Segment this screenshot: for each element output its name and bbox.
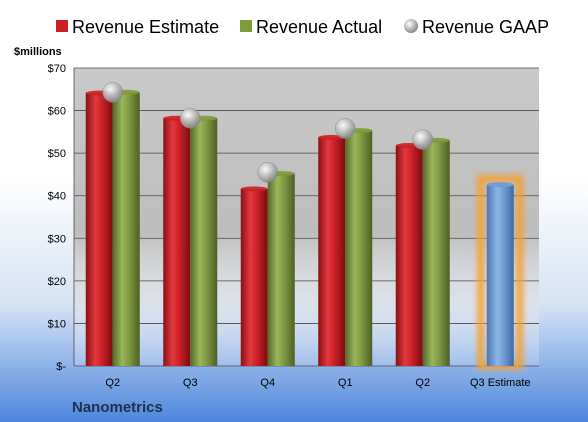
gaap-marker (335, 118, 356, 139)
bar-revenue-actual (190, 118, 218, 366)
y-axis-unit-label: $millions (14, 46, 62, 58)
x-tick-label: Q2 (415, 377, 430, 389)
y-tick-label: $40 (48, 191, 66, 203)
plot-area (74, 68, 539, 366)
bar-revenue-estimate (163, 118, 191, 366)
gridlines (73, 67, 539, 367)
x-tick-label: Q4 (260, 377, 275, 389)
bar-q3-estimate (486, 184, 514, 366)
x-tick-label: Q3 Estimate (470, 377, 531, 389)
bar-revenue-actual (267, 173, 295, 366)
gaap-markers (102, 82, 433, 183)
y-tick-label: $30 (48, 233, 66, 245)
gaap-marker (412, 129, 433, 150)
legend: Revenue Estimate Revenue Actual Revenue … (56, 17, 549, 37)
gaap-marker (257, 162, 278, 183)
x-axis-ticks: Q2 Q3 Q4 Q1 Q2 Q3 Estimate (105, 377, 530, 389)
bar-revenue-estimate (318, 137, 346, 366)
gaap-marker (180, 107, 201, 129)
bar-top-cap (240, 186, 268, 192)
y-axis-ticks: $- $10 $20 $30 $40 $50 $60 $70 (48, 63, 67, 373)
y-tick-label: $- (56, 361, 66, 373)
y-tick-label: $10 (48, 318, 66, 330)
bar-revenue-estimate (395, 145, 423, 366)
legend-label-estimate: Revenue Estimate (72, 17, 219, 37)
bars (85, 89, 524, 370)
bar-top-cap (486, 182, 514, 188)
company-name: Nanometrics (72, 399, 163, 416)
y-tick-label: $60 (48, 106, 66, 118)
x-tick-label: Q3 (183, 377, 198, 389)
bar-revenue-actual (112, 92, 140, 366)
x-tick-label: Q1 (338, 377, 353, 389)
gaap-marker (102, 82, 123, 103)
legend-swatch-gaap (404, 19, 418, 33)
x-tick-label: Q2 (105, 377, 120, 389)
y-tick-label: $70 (48, 63, 66, 75)
legend-swatch-actual (240, 20, 252, 32)
legend-label-actual: Revenue Actual (256, 17, 382, 37)
bar-revenue-actual (422, 140, 450, 366)
y-tick-label: $20 (48, 276, 66, 288)
bar-revenue-actual (345, 130, 373, 366)
bar-revenue-estimate (85, 93, 113, 367)
legend-label-gaap: Revenue GAAP (422, 17, 549, 37)
bar-revenue-estimate (240, 188, 268, 366)
y-tick-label: $50 (48, 148, 66, 160)
legend-swatch-estimate (56, 20, 68, 32)
